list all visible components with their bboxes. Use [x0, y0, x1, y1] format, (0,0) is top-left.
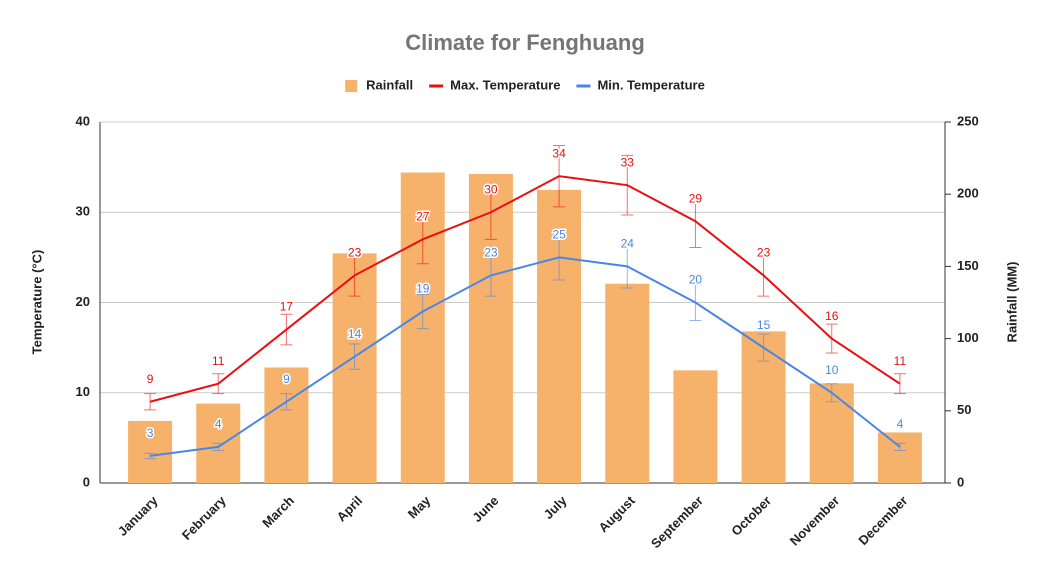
error-bar [825, 323, 838, 354]
data-label: 9 [147, 372, 154, 386]
error-bar [689, 194, 702, 248]
bar [673, 370, 718, 483]
y2-tick-label: 0 [957, 474, 964, 489]
y2-axis-title: Rainfall (MM) [1004, 262, 1019, 343]
data-label: 11 [894, 354, 907, 368]
y2-tick-label: 150 [957, 258, 979, 273]
data-label: 14 [348, 327, 362, 341]
error-bar [348, 343, 361, 370]
data-label: 34 [552, 146, 566, 160]
error-bar [212, 442, 225, 452]
bar [264, 367, 309, 483]
error-bar [280, 393, 293, 411]
y2-tick-label: 200 [957, 186, 979, 201]
error-bar [280, 313, 293, 346]
data-label: 25 [552, 228, 566, 242]
data-label: 3 [147, 426, 154, 440]
data-label: 11 [212, 354, 225, 368]
y-tick-label: 10 [76, 384, 90, 399]
error-bar [144, 393, 157, 411]
error-bar [621, 154, 634, 216]
data-label: 23 [484, 246, 498, 260]
y2-tick-label: 50 [957, 402, 971, 417]
y2-tick-label: 100 [957, 330, 979, 345]
error-bar [348, 254, 361, 297]
data-label: 23 [348, 246, 362, 260]
error-bar [144, 452, 157, 460]
data-label: 33 [621, 155, 635, 169]
legend-marker [345, 80, 358, 92]
error-bar [553, 144, 566, 208]
data-label: 10 [825, 363, 839, 377]
data-label: 27 [416, 209, 430, 223]
y-tick-label: 30 [76, 204, 90, 219]
data-label: 9 [283, 372, 290, 386]
legend: Rainfall Max. Temperature Min. Temperature [345, 77, 705, 92]
error-bar [484, 254, 497, 297]
data-label: 29 [689, 191, 703, 205]
data-label: 17 [280, 300, 294, 314]
data-label: 15 [757, 318, 771, 332]
error-bar [416, 214, 429, 265]
data-label: 20 [689, 273, 703, 287]
data-label: 16 [825, 309, 839, 323]
bar [877, 432, 922, 483]
y2-tick-label: 250 [957, 113, 979, 128]
error-bar [757, 254, 770, 297]
error-bar [893, 373, 906, 395]
data-label: 4 [215, 417, 222, 431]
data-label: 19 [416, 282, 430, 296]
error-bar [825, 383, 838, 403]
y-tick-label: 20 [76, 294, 90, 309]
error-bar [484, 184, 497, 240]
y-tick-label: 0 [83, 474, 90, 489]
y-axis-title: Temperature (°C) [29, 250, 44, 355]
error-bar [621, 244, 634, 289]
error-bar [212, 373, 225, 395]
bar [128, 420, 173, 483]
legend-label: Rainfall [366, 77, 413, 92]
line [149, 175, 901, 403]
data-label: 30 [484, 182, 498, 196]
legend-label: Min. Temperature [597, 77, 704, 92]
data-label: 4 [897, 417, 904, 431]
bar [605, 283, 650, 483]
data-label: 23 [757, 246, 771, 260]
chart-title: Climate for Fenghuang [405, 30, 645, 55]
line [149, 256, 901, 457]
error-bar [553, 234, 566, 281]
error-bar [757, 333, 770, 362]
error-bar [416, 293, 429, 330]
data-label: 24 [621, 237, 635, 251]
error-bar [689, 283, 702, 322]
y-tick-label: 40 [76, 113, 90, 128]
error-bar [893, 442, 906, 452]
legend-label: Max. Temperature [450, 77, 560, 92]
